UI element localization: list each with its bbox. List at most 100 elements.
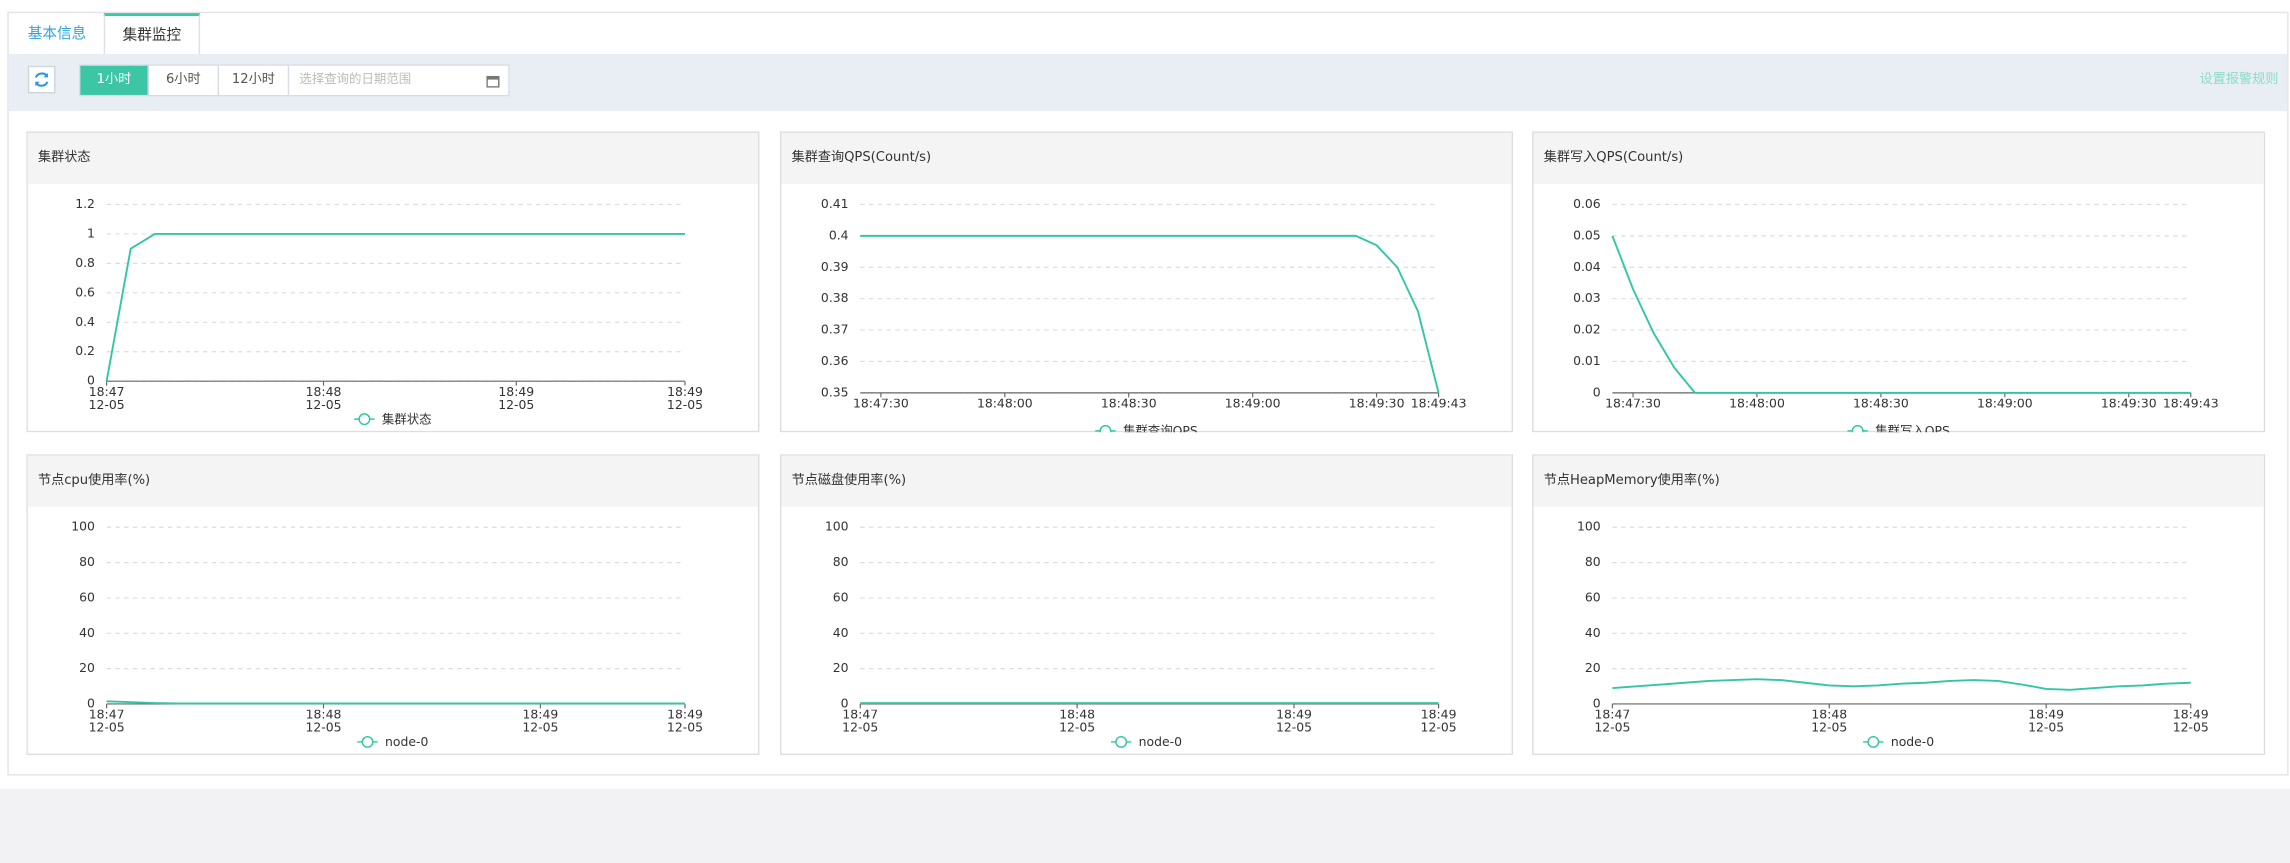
x-tick-label-box: 18:48 12-05 xyxy=(305,387,341,411)
legend-marker xyxy=(1099,424,1112,437)
y-tick-label: 80 xyxy=(833,554,849,569)
y-tick-label: 0.37 xyxy=(821,322,849,337)
x-tick-label-box: 18:47:30 xyxy=(1605,398,1661,412)
y-tick-label: 0.03 xyxy=(1573,290,1601,305)
legend-label: 集群查询QPS xyxy=(1123,423,1198,432)
x-tick-label: 18:49 12-05 xyxy=(666,387,704,413)
x-tick-label: 18:49:30 xyxy=(2100,398,2157,412)
chart-title: 节点HeapMemory使用率(%) xyxy=(1544,471,1720,488)
y-tick-label: 0.38 xyxy=(821,290,849,305)
x-tick-label: 18:49:43 xyxy=(2162,398,2219,412)
chart-card: 节点磁盘使用率(%) 0 20 40 60 80 100 18:47 12-05 18:48 1… xyxy=(779,454,1514,756)
chart: 集群写入QPS(Count/s) 0 0.01 0.02 0.03 0.04 0.05 0.0… xyxy=(1532,131,2266,438)
y-tick-label: 0.04 xyxy=(1573,259,1601,274)
y-tick-label: 0.01 xyxy=(1573,353,1601,368)
x-tick-label-box: 18:49:00 xyxy=(1977,399,2033,411)
x-tick-label-box: 18:48:00 xyxy=(977,399,1033,411)
x-tick-label-box: 18:47 12-05 xyxy=(89,710,125,734)
x-tick-label: 18:49 12-05 xyxy=(666,709,704,736)
legend-label: 集群写入QPS xyxy=(1875,423,1950,432)
x-tick-label-box: 18:47:30 xyxy=(853,398,909,412)
tab-active[interactable]: 集群监控 xyxy=(103,13,201,56)
legend-label: node-0 xyxy=(385,734,428,749)
legend-marker xyxy=(361,735,374,748)
y-tick-label: 0.02 xyxy=(1573,322,1601,337)
y-tick-label: 20 xyxy=(79,660,95,675)
x-tick-label-box: 18:49 12-05 xyxy=(1421,710,1457,734)
y-tick-label: 60 xyxy=(833,589,849,604)
tab[interactable]: 基本信息 xyxy=(27,26,87,43)
legend-label: 集群状态 xyxy=(382,411,432,426)
chart: 集群状态 0 0.2 0.4 0.6 0.8 1 1.2 18:47 12-05 18:48 12… xyxy=(26,131,760,433)
chart-title: 节点cpu使用率(%) xyxy=(38,471,150,488)
chart: 集群查询QPS(Count/s) 0.35 0.36 0.37 0.38 0.39 0.4 0… xyxy=(779,131,1514,438)
x-tick-label: 18:47:30 xyxy=(853,398,909,412)
y-tick-label: 40 xyxy=(833,625,849,640)
x-tick-label: 18:49 12-05 xyxy=(2028,709,2065,736)
x-tick-label-box: 18:48 12-05 xyxy=(1059,710,1095,734)
toolbar: 1小时 6小时 12小时 选择查询的日期范围 设置报警规则 xyxy=(8,54,2288,111)
data-line xyxy=(106,700,685,705)
x-tick-label: 18:47 12-05 xyxy=(1594,709,1631,736)
legend-item: node-0 xyxy=(1863,734,1934,749)
legend-marker xyxy=(1115,735,1128,748)
x-tick-label: 18:49:43 xyxy=(1410,398,1467,412)
card-header xyxy=(1533,132,2264,185)
y-tick-label: 100 xyxy=(71,519,95,534)
x-tick-label: 18:48:00 xyxy=(1729,398,1785,412)
data-line xyxy=(105,232,685,382)
placeholder: 选择查询的日期范围 xyxy=(299,73,412,88)
refresh-icon xyxy=(34,72,49,87)
y-tick-label: 0.8 xyxy=(75,255,95,270)
x-tick-label-box: 18:49 12-05 xyxy=(2172,709,2209,736)
x-tick-label: 18:49 12-05 xyxy=(2172,709,2209,736)
legend-item: 集群状态 xyxy=(354,411,432,426)
y-tick-label: 100 xyxy=(1577,519,1601,534)
chart: 节点磁盘使用率(%) 0 20 40 60 80 100 18:47 12-05 18:48 1… xyxy=(779,454,1514,756)
chart-card: 节点HeapMemory使用率(%) 0 20 40 60 80 100 18:47 12-0… xyxy=(1532,454,2266,756)
legend-item: node-0 xyxy=(357,734,429,749)
date-range-input[interactable]: 选择查询的日期范围 xyxy=(289,66,508,95)
y-tick-label: 0.2 xyxy=(75,343,95,358)
chart-title: 集群状态 xyxy=(38,149,91,165)
card-header xyxy=(781,455,1512,507)
y-tick-label: 0 xyxy=(1593,384,1601,399)
x-tick-label-box: 18:49 12-05 xyxy=(666,709,704,736)
chart-title: 集群查询QPS(Count/s) xyxy=(792,149,932,165)
y-tick-label: 60 xyxy=(79,589,95,604)
x-tick-label-box: 18:49:00 xyxy=(1225,399,1281,411)
y-tick-label: 0.39 xyxy=(821,259,849,274)
x-tick-label-box: 18:49 12-05 xyxy=(666,387,704,413)
legend-label: node-0 xyxy=(1139,734,1182,749)
legend-marker xyxy=(1851,424,1864,437)
x-tick-label-box: 18:49:43 xyxy=(2162,398,2219,412)
x-tick-label-box: 18:48 12-05 xyxy=(1811,710,1847,734)
y-tick-label: 0.6 xyxy=(75,284,95,299)
x-tick-label: 18:49 12-05 xyxy=(498,387,535,413)
x-tick-label: 18:49:30 xyxy=(1348,398,1405,412)
y-tick-label: 0 xyxy=(1593,695,1601,710)
alarm-link[interactable]: 设置报警规则 xyxy=(2199,73,2279,88)
chart-card: 集群查询QPS(Count/s) 0.35 0.36 0.37 0.38 0.39 0.4 0… xyxy=(779,131,1514,438)
x-tick-label: 18:48:30 xyxy=(1853,398,1909,412)
range-button[interactable]: 6小时 xyxy=(149,65,220,95)
x-tick-label-box: 18:48:00 xyxy=(1729,398,1785,412)
y-tick-label: 0.4 xyxy=(75,314,95,329)
x-tick-label: 18:48:30 xyxy=(1100,398,1157,412)
x-tick-label-box: 18:49 12-05 xyxy=(498,387,535,413)
chart: 节点HeapMemory使用率(%) 0 20 40 60 80 100 18:47 12-0… xyxy=(1532,454,2266,756)
x-tick-label-box: 18:49 12-05 xyxy=(1276,710,1312,734)
range-button[interactable]: 12小时 xyxy=(219,65,290,95)
chart-title: 集群写入QPS(Count/s) xyxy=(1544,149,1684,165)
refresh-button[interactable] xyxy=(27,65,56,94)
x-tick-label: 18:47:30 xyxy=(1605,398,1661,412)
x-tick-label-box: 18:48 12-05 xyxy=(305,710,341,734)
y-tick-label: 1 xyxy=(87,225,95,240)
y-tick-label: 60 xyxy=(1585,589,1601,604)
x-tick-label-box: 18:47 12-05 xyxy=(89,387,125,411)
calendar-icon xyxy=(486,75,500,88)
y-tick-label: 80 xyxy=(1585,554,1601,569)
range-button-active[interactable]: 1小时 xyxy=(80,65,149,95)
